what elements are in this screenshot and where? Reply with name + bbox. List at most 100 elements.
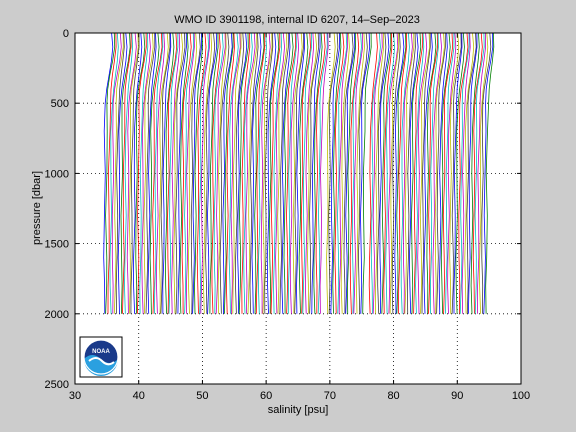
profile-line (217, 32, 227, 314)
profile-line (389, 32, 400, 314)
grid-lines (75, 33, 521, 384)
profile-line (391, 32, 401, 314)
y-tick-label: 1000 (45, 168, 69, 180)
profile-line (160, 32, 171, 314)
profile-line (192, 32, 203, 314)
profile-line (107, 32, 117, 314)
profile-line (194, 32, 204, 314)
profile-line (103, 32, 114, 314)
chart-title: WMO ID 3901198, internal ID 6207, 14–Sep… (174, 14, 420, 26)
profile-line (128, 32, 139, 314)
profile-line (222, 32, 233, 314)
profile-line (167, 32, 178, 314)
profile-line (313, 32, 323, 314)
profile-line (147, 32, 157, 314)
profile-line (307, 32, 318, 314)
profile-line (357, 32, 368, 314)
profile-line (184, 32, 195, 314)
profile-line (311, 32, 321, 314)
profile-line (381, 32, 392, 314)
profile-line (224, 33, 234, 314)
series-group (103, 32, 495, 314)
profile-line (200, 32, 210, 314)
profile-line (179, 32, 189, 314)
profile-line (438, 32, 448, 314)
profile-line (370, 32, 381, 314)
profile-line (464, 32, 475, 314)
profile-line (215, 32, 226, 314)
profile-line (225, 32, 235, 314)
x-tick-label: 30 (69, 390, 81, 402)
profile-line (426, 32, 437, 314)
profile-line (124, 32, 134, 314)
profile-line (238, 32, 249, 314)
profile-line (211, 32, 221, 314)
svg-text:NOAA: NOAA (92, 349, 110, 355)
profile-line (485, 32, 495, 314)
profile-line (440, 32, 451, 314)
profile-line (254, 32, 265, 314)
x-tick-label: 90 (451, 390, 463, 402)
profile-line (451, 32, 462, 314)
y-tick-labels: 0 500 1000 1500 2000 2500 (45, 28, 69, 391)
profile-line (300, 32, 311, 314)
profile-line (205, 32, 216, 314)
profile-line (154, 32, 164, 314)
profile-line (345, 32, 356, 314)
profile-line (117, 32, 128, 314)
profile-line (198, 32, 210, 314)
profile-line (315, 32, 326, 314)
profile-line (338, 32, 348, 314)
profile-line (296, 32, 306, 314)
profile-line (302, 32, 312, 314)
profile-line (126, 32, 137, 314)
profile-line (286, 32, 297, 314)
profile-line (237, 32, 248, 314)
profile-line (406, 32, 416, 314)
profile-line (203, 32, 213, 314)
profile-line (262, 32, 273, 314)
profile-line (173, 32, 184, 314)
profile-line (281, 32, 291, 314)
profile-line (232, 32, 242, 314)
profile-line (292, 32, 303, 314)
profile-line (133, 32, 143, 314)
profile-line (351, 32, 362, 314)
profile-line (377, 32, 387, 314)
profile-line (319, 32, 329, 314)
profile-line (143, 32, 154, 314)
profile-line (209, 32, 219, 314)
profile-line (230, 32, 241, 314)
profile-line (326, 32, 336, 314)
profile-line (162, 32, 172, 314)
profile-line (187, 32, 198, 314)
profile-line (481, 32, 492, 314)
profile-line (417, 32, 428, 314)
profile-line (360, 32, 371, 314)
profile-line (429, 32, 439, 314)
profile-line (423, 32, 433, 314)
profile-line (135, 32, 146, 314)
profile-line (340, 32, 350, 314)
profile-line (343, 32, 354, 314)
profile-line (330, 32, 341, 314)
profile-line (466, 32, 477, 314)
profile-line (181, 32, 192, 314)
profile-line (270, 32, 281, 314)
profile-line (383, 32, 393, 314)
profile-line (474, 32, 485, 314)
profile-line (337, 32, 348, 314)
profile-line (279, 32, 289, 314)
profile-line (171, 32, 181, 314)
profile-line (260, 32, 271, 314)
profile-line (158, 32, 169, 314)
profile-line (415, 32, 425, 314)
profile-line (111, 32, 122, 314)
profile-line (398, 32, 408, 314)
profile-line (219, 32, 230, 314)
profile-line (317, 32, 328, 314)
profile-line (152, 32, 163, 314)
profile-line (353, 32, 364, 314)
profile-line (287, 32, 297, 314)
profile-line (122, 33, 132, 314)
